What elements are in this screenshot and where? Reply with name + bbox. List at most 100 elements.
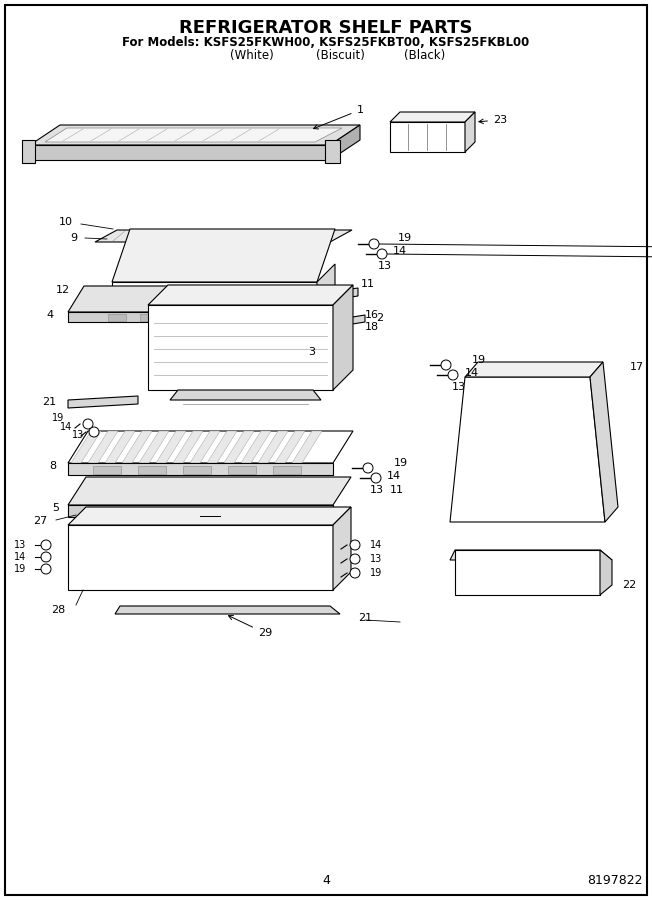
Text: 12: 12 <box>56 285 70 295</box>
Text: 11: 11 <box>361 279 375 289</box>
Polygon shape <box>68 463 333 475</box>
Text: 13: 13 <box>370 485 384 495</box>
Text: 1: 1 <box>314 105 364 129</box>
Bar <box>108 314 126 321</box>
Bar <box>184 508 212 516</box>
Text: 28: 28 <box>51 605 65 615</box>
Polygon shape <box>122 431 152 463</box>
Text: 23: 23 <box>479 115 507 125</box>
Text: 9: 9 <box>70 233 77 243</box>
Polygon shape <box>258 431 288 463</box>
Text: 22: 22 <box>622 580 636 590</box>
Text: 17: 17 <box>630 362 644 372</box>
Polygon shape <box>590 362 618 522</box>
Text: 14: 14 <box>387 471 401 481</box>
Polygon shape <box>207 431 237 463</box>
Text: 21: 21 <box>358 613 372 623</box>
Bar <box>138 466 166 474</box>
Polygon shape <box>333 507 351 590</box>
Polygon shape <box>115 606 340 614</box>
Text: (Biscuit): (Biscuit) <box>316 49 364 61</box>
Bar <box>88 508 116 516</box>
Polygon shape <box>68 396 138 408</box>
Text: 3: 3 <box>308 347 316 357</box>
Bar <box>183 466 211 474</box>
Polygon shape <box>95 230 352 242</box>
Circle shape <box>41 540 51 550</box>
Polygon shape <box>173 431 203 463</box>
Bar <box>268 314 286 321</box>
Polygon shape <box>148 305 333 390</box>
Bar <box>204 314 222 321</box>
Polygon shape <box>68 431 353 463</box>
Polygon shape <box>450 377 605 522</box>
Text: 13: 13 <box>14 540 26 550</box>
Polygon shape <box>390 112 475 122</box>
Text: 2: 2 <box>376 313 383 323</box>
Text: REFRIGERATOR SHELF PARTS: REFRIGERATOR SHELF PARTS <box>179 19 473 37</box>
Text: 29: 29 <box>228 616 272 638</box>
Text: 4: 4 <box>46 310 53 320</box>
Polygon shape <box>156 431 186 463</box>
Polygon shape <box>45 128 342 142</box>
Text: 16: 16 <box>365 310 379 320</box>
Text: 19: 19 <box>394 458 408 468</box>
Circle shape <box>83 419 93 429</box>
Text: 18: 18 <box>365 322 379 332</box>
Polygon shape <box>68 505 333 517</box>
Polygon shape <box>275 431 305 463</box>
Text: 13: 13 <box>370 554 382 564</box>
Text: 19: 19 <box>398 233 412 243</box>
Polygon shape <box>241 431 271 463</box>
Text: 8: 8 <box>50 461 57 471</box>
Circle shape <box>377 249 387 259</box>
Circle shape <box>350 568 360 578</box>
Polygon shape <box>22 140 35 163</box>
Text: 14: 14 <box>14 552 26 562</box>
Text: 14: 14 <box>393 246 407 256</box>
Polygon shape <box>30 145 330 160</box>
Bar <box>197 299 215 311</box>
Text: For Models: KSFS25FKWH00, KSFS25FKBT00, KSFS25FKBL00: For Models: KSFS25FKWH00, KSFS25FKBT00, … <box>123 37 529 50</box>
Bar <box>232 508 260 516</box>
Circle shape <box>369 239 379 249</box>
Text: 14: 14 <box>60 422 72 432</box>
Polygon shape <box>330 288 358 300</box>
Bar <box>228 466 256 474</box>
Text: 10: 10 <box>59 217 73 227</box>
Polygon shape <box>68 286 332 312</box>
Circle shape <box>350 554 360 564</box>
Circle shape <box>41 552 51 562</box>
Polygon shape <box>450 550 612 560</box>
Text: 19: 19 <box>52 413 64 423</box>
Polygon shape <box>333 285 353 390</box>
Polygon shape <box>105 431 135 463</box>
Bar <box>390 122 465 152</box>
Polygon shape <box>68 525 333 590</box>
Polygon shape <box>30 125 360 145</box>
Circle shape <box>89 427 99 437</box>
Polygon shape <box>600 550 612 595</box>
Polygon shape <box>465 112 475 152</box>
Text: 27: 27 <box>33 516 47 526</box>
Text: 21: 21 <box>42 397 56 407</box>
Bar <box>127 299 145 311</box>
Text: 14: 14 <box>465 368 479 378</box>
Text: (Black): (Black) <box>404 49 445 61</box>
Circle shape <box>448 370 458 380</box>
Text: 8197822: 8197822 <box>587 874 643 886</box>
Text: 19: 19 <box>370 568 382 578</box>
Bar <box>162 299 180 311</box>
Bar <box>267 299 285 311</box>
Polygon shape <box>71 431 101 463</box>
Polygon shape <box>224 431 254 463</box>
Text: 13: 13 <box>72 430 84 440</box>
Polygon shape <box>88 431 118 463</box>
Polygon shape <box>300 334 322 344</box>
Circle shape <box>350 540 360 550</box>
Text: 19: 19 <box>472 355 486 365</box>
Bar <box>136 508 164 516</box>
Text: 19: 19 <box>14 564 26 574</box>
Text: 13: 13 <box>452 382 466 392</box>
Bar <box>232 299 250 311</box>
